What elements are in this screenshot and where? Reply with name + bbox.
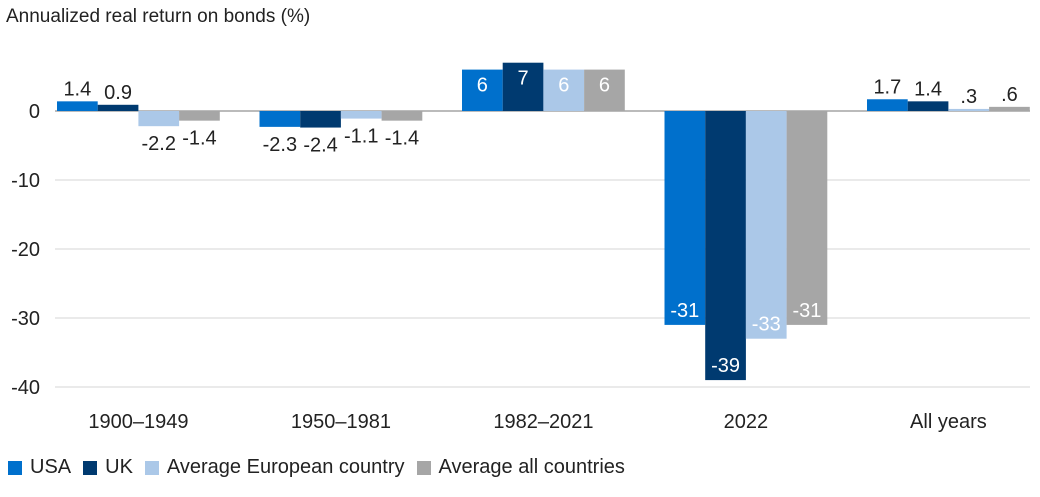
legend: USA UK Average European country Average all…	[8, 456, 637, 479]
bar	[138, 111, 180, 127]
bar	[300, 111, 341, 128]
bar	[57, 101, 98, 111]
data-label: -33	[752, 314, 781, 336]
legend-swatch	[144, 460, 159, 475]
legend-label: Average all countries	[438, 456, 625, 478]
data-label: -31	[670, 300, 699, 322]
data-label: 1.4	[63, 78, 91, 100]
legend-item: USA	[8, 456, 71, 479]
chart-title: Annualized real return on bonds (%)	[6, 6, 311, 27]
data-label: -2.4	[303, 135, 337, 157]
x-tick-label: 2022	[724, 411, 769, 433]
x-tick-label: 1900–1949	[88, 411, 188, 433]
bar	[381, 111, 423, 121]
data-label: -31	[792, 300, 821, 322]
bar	[462, 69, 503, 111]
bar	[97, 104, 139, 111]
data-label: 6	[477, 75, 488, 97]
data-label: -2.3	[263, 134, 297, 156]
bar	[867, 99, 908, 111]
y-tick-label: -10	[11, 170, 40, 192]
data-label: -2.2	[142, 133, 176, 155]
x-tick-label: 1950–1981	[291, 411, 391, 433]
bar	[786, 111, 828, 325]
bar	[989, 106, 1030, 111]
bar	[259, 111, 301, 127]
legend-item: UK	[83, 456, 133, 479]
data-label: 1.7	[873, 76, 901, 98]
bar	[664, 111, 706, 325]
bar	[543, 69, 585, 111]
data-label: 0.9	[104, 82, 132, 104]
bar	[340, 111, 382, 119]
y-tick-label: -20	[11, 239, 40, 261]
legend-item: Average all countries	[416, 456, 625, 479]
legend-swatch	[416, 460, 431, 475]
data-label: 7	[517, 68, 528, 90]
x-tick-label: All years	[910, 411, 987, 433]
x-tick-label: 1982–2021	[493, 411, 593, 433]
data-label: 1.4	[914, 78, 942, 100]
data-label: -39	[711, 355, 740, 377]
legend-label: Average European country	[166, 456, 405, 478]
data-label: -1.4	[385, 128, 419, 150]
legend-swatch	[8, 460, 22, 475]
bar	[745, 111, 787, 339]
bar	[502, 62, 544, 111]
y-tick-label: 0	[29, 101, 40, 123]
data-label: 6	[599, 75, 610, 97]
y-tick-label: -40	[11, 377, 40, 399]
data-label: .3	[960, 86, 977, 108]
bar	[907, 101, 949, 111]
legend-swatch	[83, 460, 98, 475]
bar	[948, 108, 990, 111]
data-label: -1.4	[182, 128, 216, 150]
legend-item: Average European country	[144, 456, 405, 479]
bar	[705, 111, 746, 381]
bar	[179, 111, 220, 121]
y-tick-label: -30	[11, 308, 40, 330]
legend-label: UK	[105, 456, 133, 478]
legend-label: USA	[30, 456, 72, 478]
data-label: 6	[558, 75, 569, 97]
data-label: .6	[1001, 84, 1018, 106]
data-label: -1.1	[344, 126, 378, 148]
bar	[584, 69, 625, 111]
